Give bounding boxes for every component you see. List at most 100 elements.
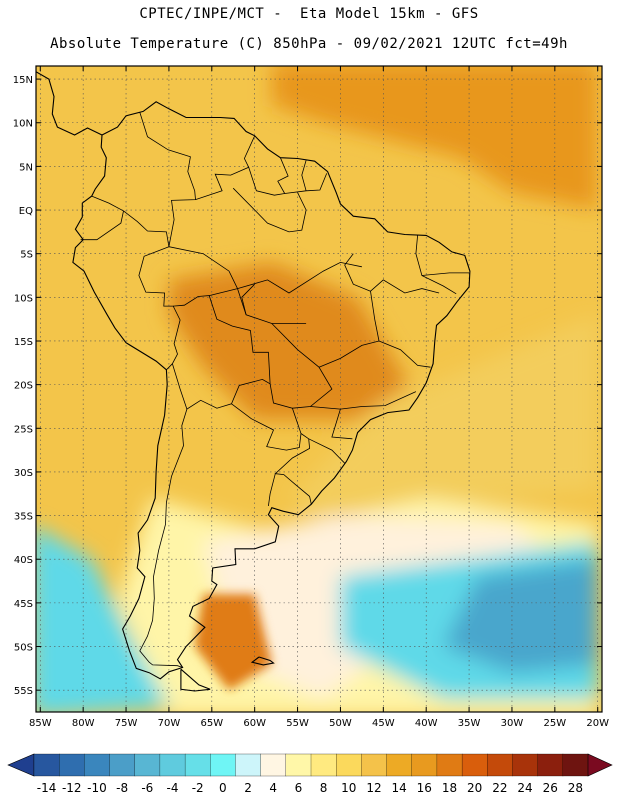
colorbar-swatch [487, 753, 513, 777]
lat-tick-label: 25S [14, 424, 33, 435]
colorbar-swatch [159, 753, 186, 777]
colorbar-swatch [562, 753, 589, 777]
colorbar-swatch [33, 753, 60, 777]
colorbar-swatch [411, 753, 438, 777]
border-line [195, 135, 256, 200]
coastlines-and-borders [36, 71, 471, 692]
colorbar-label: 6 [295, 781, 303, 795]
colorbar-swatch [184, 753, 211, 777]
border-line [271, 323, 333, 409]
colorbar-swatch [59, 753, 85, 777]
colorbar-label: 28 [568, 781, 583, 795]
lat-tick-label: 5N [19, 162, 33, 173]
border-line [344, 253, 371, 292]
lat-tick-label: 30S [14, 468, 33, 479]
colorbar-label: 14 [391, 781, 406, 795]
lat-tick-label: 10S [14, 293, 33, 304]
colorbar-swatch [361, 753, 387, 777]
colorbar-swatch [260, 753, 287, 777]
lat-tick-label: 20S [14, 381, 33, 392]
border-line [237, 288, 307, 324]
colorbar-under-arrow [7, 753, 35, 777]
lat-tick-label: 40S [14, 555, 33, 566]
colorbar-label: 22 [492, 781, 507, 795]
colorbar-swatch [537, 753, 564, 777]
temperature-region-subtropical-atlantic [289, 314, 598, 525]
border-line [301, 160, 307, 191]
lat-tick-label: 50S [14, 643, 33, 654]
colorbar-swatch [512, 753, 539, 777]
temperature-region-north-atlantic-warm [271, 66, 598, 210]
lat-tick-label: 55S [14, 686, 33, 697]
lat-tick-label: 45S [14, 599, 33, 610]
border-line [139, 408, 188, 668]
temperature-region-patagonia-warm [194, 594, 272, 691]
south-america-coastline [72, 101, 471, 680]
colorbar-label: -14 [37, 781, 57, 795]
lon-tick-label: 85W [29, 718, 52, 729]
map-title-line1: CPTEC/INPE/MCT - Eta Model 15km - GFS [139, 6, 479, 22]
lon-tick-label: 35W [458, 718, 481, 729]
lon-tick-label: 80W [72, 718, 95, 729]
lon-tick-label: 55W [286, 718, 309, 729]
colorbar-label: 10 [341, 781, 356, 795]
central-america-coastline [36, 71, 103, 136]
lat-tick-label: 10N [13, 119, 33, 130]
lon-tick-label: 65W [200, 718, 223, 729]
border-line [310, 391, 417, 410]
colorbar-label: 2 [244, 781, 252, 795]
lon-tick-label: 45W [372, 718, 395, 729]
border-line [123, 210, 181, 371]
colorbar-swatch [310, 753, 337, 777]
latitude-axis: 15N 10N 5N EQ 5S 10S 15S 20S 25S 30S 35S 40S 45S 50S 5… [13, 75, 602, 697]
colorbar-swatch [336, 753, 362, 777]
border-line [421, 275, 457, 295]
colorbar-label: 12 [366, 781, 381, 795]
colorbar-label: 0 [219, 781, 227, 795]
colorbar-label: 16 [417, 781, 432, 795]
tierra-del-fuego-coastline [180, 668, 211, 692]
colorbar-swatch [134, 753, 161, 777]
colorbar-swatch [461, 753, 488, 777]
colorbar-label: 4 [269, 781, 277, 795]
colorbar-label: -4 [167, 781, 179, 795]
colorbar-label: -8 [116, 781, 128, 795]
border-line [172, 295, 271, 410]
colorbar-label: 26 [543, 781, 558, 795]
colorbar-label: -2 [192, 781, 204, 795]
map-title-line2: Absolute Temperature (C) 850hPa - 09/02/… [50, 36, 568, 52]
lat-tick-label: 15N [13, 75, 33, 86]
lat-tick-label: 15S [14, 337, 33, 348]
colorbar-swatch [109, 753, 136, 777]
lon-tick-label: 25W [544, 718, 567, 729]
colorbar: -14 -12 -10 -8 -6 -4 -2 0 2 4 6 8 10 12 14 16 18 20 22 24 26… [7, 753, 613, 795]
border-line [268, 473, 276, 507]
border-line [277, 157, 289, 194]
border-line [231, 383, 302, 451]
colorbar-over-arrow [587, 753, 613, 777]
border-line [331, 408, 353, 440]
colorbar-label: -10 [87, 781, 107, 795]
colorbar-swatch [210, 753, 236, 777]
border-line [232, 187, 307, 233]
lat-tick-label: EQ [19, 206, 33, 217]
lat-tick-label: 5S [20, 250, 33, 261]
border-line [139, 112, 196, 247]
border-line [308, 438, 345, 464]
colorbar-swatch [386, 753, 413, 777]
lon-tick-label: 30W [501, 718, 524, 729]
colorbar-swatch [84, 753, 110, 777]
colorbar-label: 8 [320, 781, 328, 795]
longitude-axis: 85W 80W 75W 70W 65W 60W 55W 50W 45W 40W 35W 30W 25W 2… [29, 66, 609, 729]
lon-tick-label: 70W [158, 718, 181, 729]
lon-tick-label: 50W [329, 718, 352, 729]
colorbar-swatch [285, 753, 312, 777]
colorbar-label: -6 [141, 781, 153, 795]
lon-tick-label: 40W [415, 718, 438, 729]
lon-tick-label: 60W [243, 718, 266, 729]
border-line [241, 283, 255, 315]
lon-tick-label: 20W [586, 718, 609, 729]
colorbar-label: 20 [467, 781, 482, 795]
border-line [370, 279, 440, 342]
